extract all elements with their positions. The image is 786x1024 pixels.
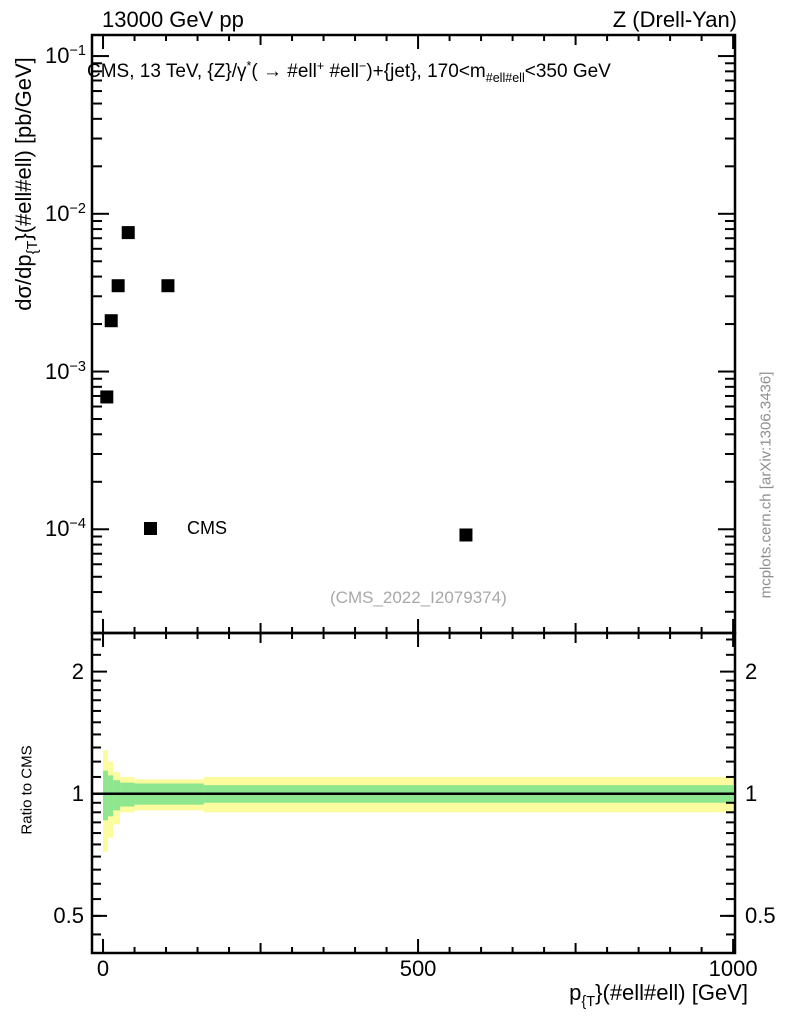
ratio-tick-label: 2 [71,658,84,684]
uncertainty-band-inner [113,780,121,811]
analysis-id-watermark: (CMS_2022_I2079374) [330,588,507,607]
y-tick-label: 10−2 [44,200,86,226]
y-tick-label: 10−4 [44,516,86,542]
legend: CMS [144,518,227,539]
ratio-tick-label: 0.5 [745,902,776,928]
y-tick-label: 10−3 [44,358,86,384]
mcplots-attribution: mcplots.cern.ch [arXiv:1306.3436] [757,371,775,599]
ratio-axis-label: Ratio to CMS [18,745,36,835]
beam-energy-label: 13000 GeV pp [102,7,244,32]
legend-label: CMS [187,518,227,538]
uncertainty-band-inner [103,770,109,821]
ratio-tick-label: 0.5 [53,902,84,928]
y-tick-label: 10−1 [44,43,86,69]
x-tick-label: 0 [96,956,110,981]
x-tick-label: 500 [399,956,437,981]
ratio-tick-label: 1 [71,780,84,806]
process-label: Z (Drell-Yan) [612,7,737,32]
x-tick-label: 1000 [708,956,758,981]
y-axis-label: dσ/dp{T}(#ell#ell) [pb/GeV] [11,57,41,311]
data-point-marker [100,390,114,404]
data-point-marker [104,314,118,328]
x-axis-label: p{T}(#ell#ell) [GeV] [569,980,748,1010]
data-series-marker-icon [144,522,157,535]
ratio-tick-label: 1 [745,780,758,806]
main-panel-frame [90,33,737,635]
data-point-marker [161,279,175,293]
data-point-marker [121,226,135,240]
plot-title: CMS, 13 TeV, {Z}/γ*( → #ell+ #ell−)+{jet… [87,59,611,86]
ratio-panel-frame [90,631,737,955]
ratio-tick-label: 2 [745,658,758,684]
data-point-marker [111,279,125,293]
data-point-marker [459,528,473,542]
uncertainty-band-inner [108,775,114,817]
